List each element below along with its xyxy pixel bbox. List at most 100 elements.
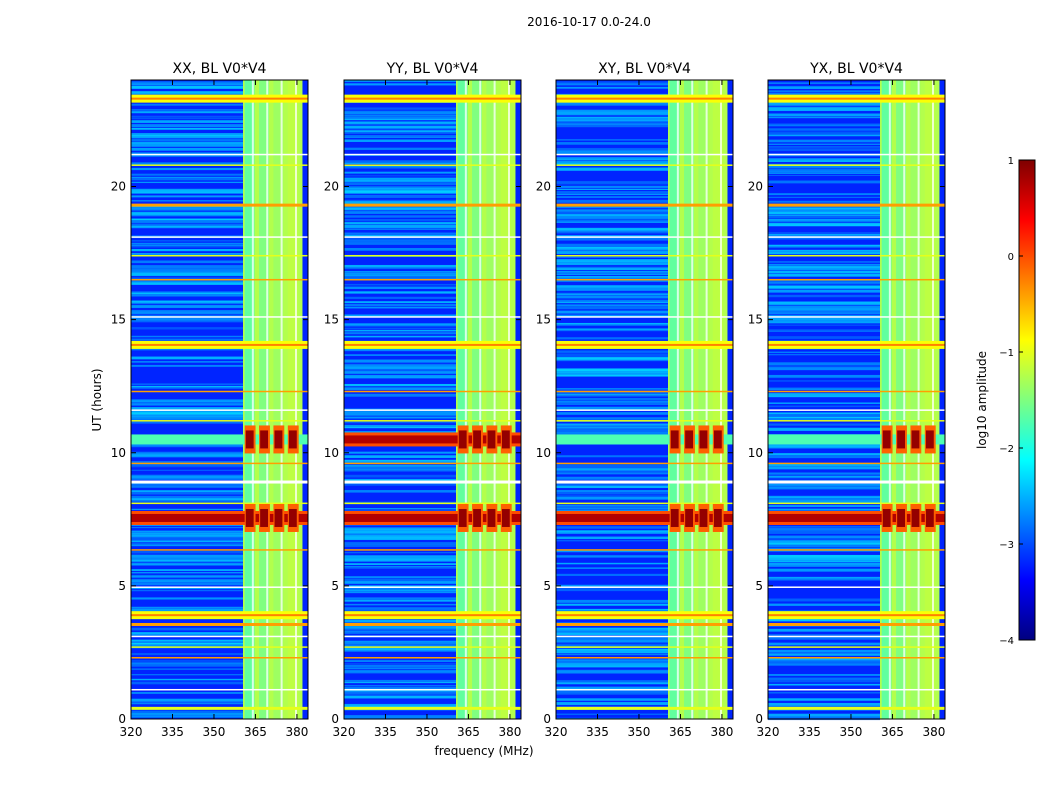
noise-stripe — [131, 245, 244, 248]
noise-stripe — [344, 221, 457, 225]
noise-stripe — [344, 162, 457, 164]
noise-stripe — [131, 499, 244, 503]
panel-title: YY, BL V0*V4 — [386, 61, 479, 77]
colorbar: 1 0 −1 −2 −3 −4 log10 amplitude — [975, 156, 1036, 647]
noise-stripe — [344, 331, 457, 334]
noise-stripe — [131, 103, 244, 106]
noise-stripe — [768, 86, 881, 89]
y-tick-label: 20 — [324, 180, 339, 194]
rfi-line — [556, 236, 733, 238]
noise-stripe — [344, 467, 457, 469]
noise-stripe — [768, 698, 881, 701]
noise-stripe — [768, 453, 881, 456]
noise-stripe — [556, 259, 669, 263]
noise-stripe — [344, 359, 457, 363]
event-block-core — [699, 508, 708, 527]
rfi-line — [768, 153, 945, 156]
noise-stripe — [768, 116, 881, 119]
noise-stripe — [344, 212, 457, 214]
noise-stripe — [344, 459, 457, 462]
noise-stripe — [556, 713, 669, 715]
noise-stripe — [556, 250, 669, 252]
x-tick-label: 380 — [922, 725, 945, 739]
noise-stripe — [344, 324, 457, 327]
noise-stripe — [131, 407, 244, 410]
noise-stripe — [131, 115, 244, 118]
noise-stripe — [556, 212, 669, 214]
noise-stripe — [556, 599, 669, 603]
noise-stripe — [556, 83, 669, 86]
event-block-core — [274, 508, 283, 527]
rfi-line — [131, 236, 308, 238]
noise-stripe — [344, 121, 457, 125]
noise-stripe — [556, 293, 669, 296]
noise-stripe — [556, 287, 669, 290]
y-tick-label: 15 — [536, 313, 551, 327]
rfi-line — [556, 622, 733, 626]
noise-stripe — [344, 228, 457, 230]
noise-stripe — [768, 196, 881, 198]
noise-stripe — [131, 469, 244, 471]
panel-xx: XX, BL V0*V4 320 335 350 365 380 0 5 10 15 20 — [111, 61, 309, 739]
noise-stripe — [556, 643, 669, 647]
x-tick-label: 365 — [244, 725, 267, 739]
noise-stripe — [556, 504, 669, 506]
rfi-line — [131, 706, 308, 710]
noise-stripe — [344, 271, 457, 273]
rfi-line — [344, 622, 521, 626]
noise-stripe — [131, 554, 244, 558]
noise-stripe — [344, 527, 457, 530]
noise-stripe — [768, 310, 881, 314]
noise-stripe — [768, 637, 881, 640]
noise-stripe — [556, 372, 669, 374]
noise-stripe — [344, 578, 457, 582]
noise-stripe — [768, 148, 881, 152]
noise-stripe — [556, 426, 669, 429]
noise-stripe — [556, 663, 669, 665]
band-channel — [684, 80, 694, 719]
noise-stripe — [768, 92, 881, 95]
y-tick-label: 20 — [111, 180, 126, 194]
noise-stripe — [556, 139, 669, 141]
band-gap — [251, 80, 254, 719]
noise-stripe — [131, 139, 244, 143]
rfi-line — [344, 409, 521, 411]
noise-stripe — [131, 540, 244, 543]
noise-stripe — [556, 119, 669, 122]
noise-stripe — [768, 679, 881, 683]
noise-stripe — [768, 131, 881, 134]
y-tick-label: 10 — [111, 446, 126, 460]
noise-stripe — [344, 715, 457, 718]
noise-stripe — [131, 242, 244, 244]
noise-stripe — [768, 317, 881, 321]
noise-stripe — [768, 642, 881, 646]
noise-stripe — [344, 538, 457, 540]
noise-stripe — [768, 287, 881, 290]
noise-stripe — [344, 597, 457, 601]
noise-stripe — [768, 336, 881, 339]
noise-stripe — [344, 627, 457, 630]
noise-stripe — [344, 415, 457, 417]
noise-stripe — [556, 584, 669, 587]
noise-stripe — [344, 557, 457, 560]
noise-stripe — [556, 464, 669, 467]
noise-stripe — [768, 90, 881, 93]
noise-stripe — [768, 402, 881, 404]
noise-stripe — [768, 282, 881, 285]
noise-stripe — [768, 366, 881, 368]
rfi-line — [556, 164, 733, 166]
noise-stripe — [768, 113, 881, 117]
noise-stripe — [344, 666, 457, 669]
noise-stripe — [344, 371, 457, 374]
noise-stripe — [556, 199, 669, 203]
noise-stripe — [131, 674, 244, 676]
noise-stripe — [556, 228, 669, 232]
band-channel — [500, 80, 511, 719]
x-axis-label: frequency (MHz) — [434, 744, 533, 758]
noise-stripe — [768, 568, 881, 572]
noise-stripe — [768, 215, 881, 218]
noise-stripe — [768, 628, 881, 632]
noise-stripe — [556, 588, 669, 592]
